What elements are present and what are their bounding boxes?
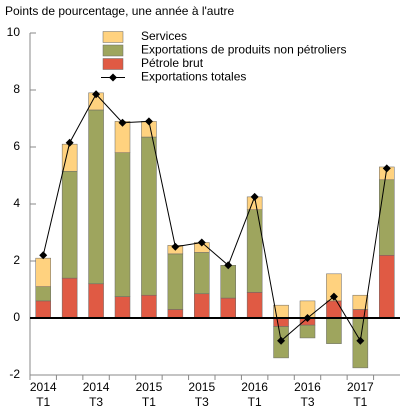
x-tick-label: 2015 [136, 380, 163, 394]
bar-segment [379, 179, 395, 256]
bar-segment [35, 257, 51, 287]
total-marker [329, 292, 338, 301]
total-marker [39, 251, 48, 260]
bar-segment [352, 309, 369, 319]
total-marker [356, 336, 365, 345]
bar-segment [194, 252, 210, 295]
y-tick-label: -2 [9, 367, 20, 381]
bar-segment [194, 293, 210, 319]
bar-segment [246, 292, 263, 319]
y-tick-label: 10 [7, 25, 21, 39]
x-tick-label: T1 [353, 395, 367, 409]
total-line [42, 93, 388, 343]
total-marker [65, 138, 74, 147]
total-marker [144, 117, 153, 126]
total-marker [382, 164, 391, 173]
bar-segment [35, 300, 51, 319]
chart-title: Points de pourcentage, une année à l'aut… [5, 4, 234, 18]
bar-segment [35, 286, 51, 302]
bar-segment [141, 136, 157, 296]
y-tick-label: 0 [13, 310, 20, 324]
y-tick-label: 4 [13, 196, 20, 210]
legend-swatch [102, 31, 124, 43]
total-marker [303, 314, 312, 322]
bar-segment [246, 209, 263, 293]
legend-label: Services [141, 29, 187, 43]
total-marker [250, 192, 259, 201]
bar-segment [141, 294, 157, 319]
x-tick-label: T1 [36, 395, 50, 409]
bar-segment [299, 324, 316, 339]
total-marker [171, 242, 180, 251]
legend-swatch [102, 44, 124, 57]
legend-marker [109, 73, 117, 82]
legend-swatch [102, 58, 124, 70]
bar-segment [114, 296, 131, 319]
total-marker [92, 90, 101, 99]
y-tick-label: 6 [13, 139, 20, 153]
bar-segment [352, 294, 369, 310]
bar-segment [379, 255, 395, 319]
x-tick-label: T1 [248, 395, 262, 409]
bar-segment [326, 317, 342, 344]
y-tick-label: 8 [13, 82, 20, 96]
total-marker [277, 336, 286, 345]
x-tick-label: 2016 [241, 380, 268, 394]
bar-segment [88, 283, 104, 319]
bar-segment [273, 317, 289, 327]
x-tick-label: T3 [89, 395, 103, 409]
x-tick-label: 2017 [347, 380, 374, 394]
x-tick-label: T1 [142, 395, 156, 409]
bar-segment [220, 297, 236, 319]
bar-segment [167, 309, 184, 319]
bar-segment [326, 273, 342, 302]
x-tick-label: 2014 [83, 380, 110, 394]
bar-segment [114, 152, 131, 297]
x-tick-label: T3 [300, 395, 314, 409]
legend-label: Pétrole brut [141, 56, 204, 70]
total-marker [197, 238, 206, 247]
bar-segment [88, 109, 104, 285]
legend-label: Exportations de produits non pétroliers [141, 43, 346, 57]
bar-segment [220, 265, 236, 299]
x-tick-label: T3 [195, 395, 209, 409]
bar-segment [61, 170, 78, 279]
y-tick-label: 2 [13, 253, 20, 267]
bar-segment [61, 277, 78, 319]
bar-segment [326, 300, 342, 319]
x-tick-label: 2014 [30, 380, 57, 394]
x-tick-label: 2015 [188, 380, 215, 394]
bar-segment [167, 253, 184, 310]
total-marker [224, 261, 233, 270]
legend-label: Exportations totales [141, 70, 246, 84]
total-marker [118, 118, 127, 127]
x-tick-label: 2016 [294, 380, 321, 394]
